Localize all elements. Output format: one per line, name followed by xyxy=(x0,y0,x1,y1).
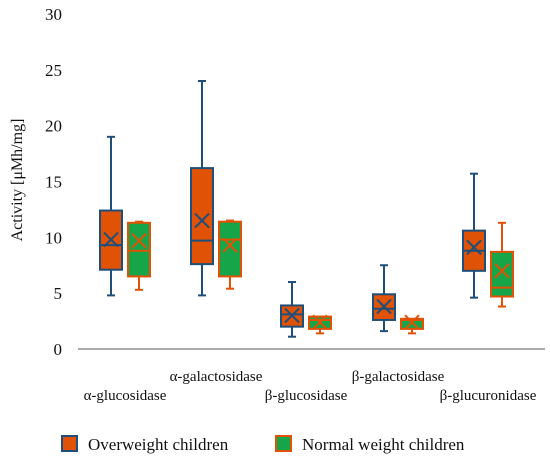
legend-item: Overweight children xyxy=(61,435,229,454)
y-tick-label: 25 xyxy=(45,61,62,80)
legend-swatch xyxy=(275,435,292,452)
box xyxy=(218,220,242,278)
plot-area xyxy=(99,80,514,338)
x-category-label: α-glucosidase xyxy=(84,388,167,404)
mean-marker xyxy=(103,231,119,248)
legend-swatch xyxy=(61,435,78,452)
x-axis: α-glucosidaseα-galactosidaseβ-glucosidas… xyxy=(78,348,545,404)
y-tick-label: 0 xyxy=(54,340,63,359)
y-axis-label: Activity [μMh/mg] xyxy=(9,119,26,242)
mean-marker xyxy=(131,232,147,249)
mean-marker xyxy=(376,298,392,315)
mean-marker xyxy=(194,212,210,229)
mean-marker xyxy=(466,239,482,256)
series-normal-weight xyxy=(127,219,514,335)
x-category-label: β-glucosidase xyxy=(265,388,348,404)
y-tick-label: 15 xyxy=(45,173,62,192)
legend-label: Overweight children xyxy=(88,435,229,454)
mean-marker xyxy=(494,263,510,279)
y-axis: 0 5 10 15 20 25 30 xyxy=(45,5,62,359)
box xyxy=(490,250,514,298)
mean-marker xyxy=(312,314,328,330)
y-tick-label: 5 xyxy=(54,284,63,303)
mean-marker xyxy=(404,314,420,330)
series-overweight xyxy=(99,80,486,338)
mean-marker xyxy=(222,237,238,253)
legend-item: Normal weight children xyxy=(275,435,465,454)
y-tick-label: 30 xyxy=(45,5,62,24)
box xyxy=(190,167,214,266)
x-category-label: β-glucuronidase xyxy=(440,388,537,404)
mean-marker xyxy=(284,307,300,324)
legend-label: Normal weight children xyxy=(302,435,465,454)
x-category-label: α-galactosidase xyxy=(170,369,263,385)
y-tick-label: 10 xyxy=(45,228,62,247)
x-category-label: β-galactosidase xyxy=(352,369,445,385)
y-tick-label: 20 xyxy=(45,117,62,136)
box xyxy=(400,317,424,330)
legend: Overweight children Normal weight childre… xyxy=(61,435,465,454)
box xyxy=(127,221,151,278)
